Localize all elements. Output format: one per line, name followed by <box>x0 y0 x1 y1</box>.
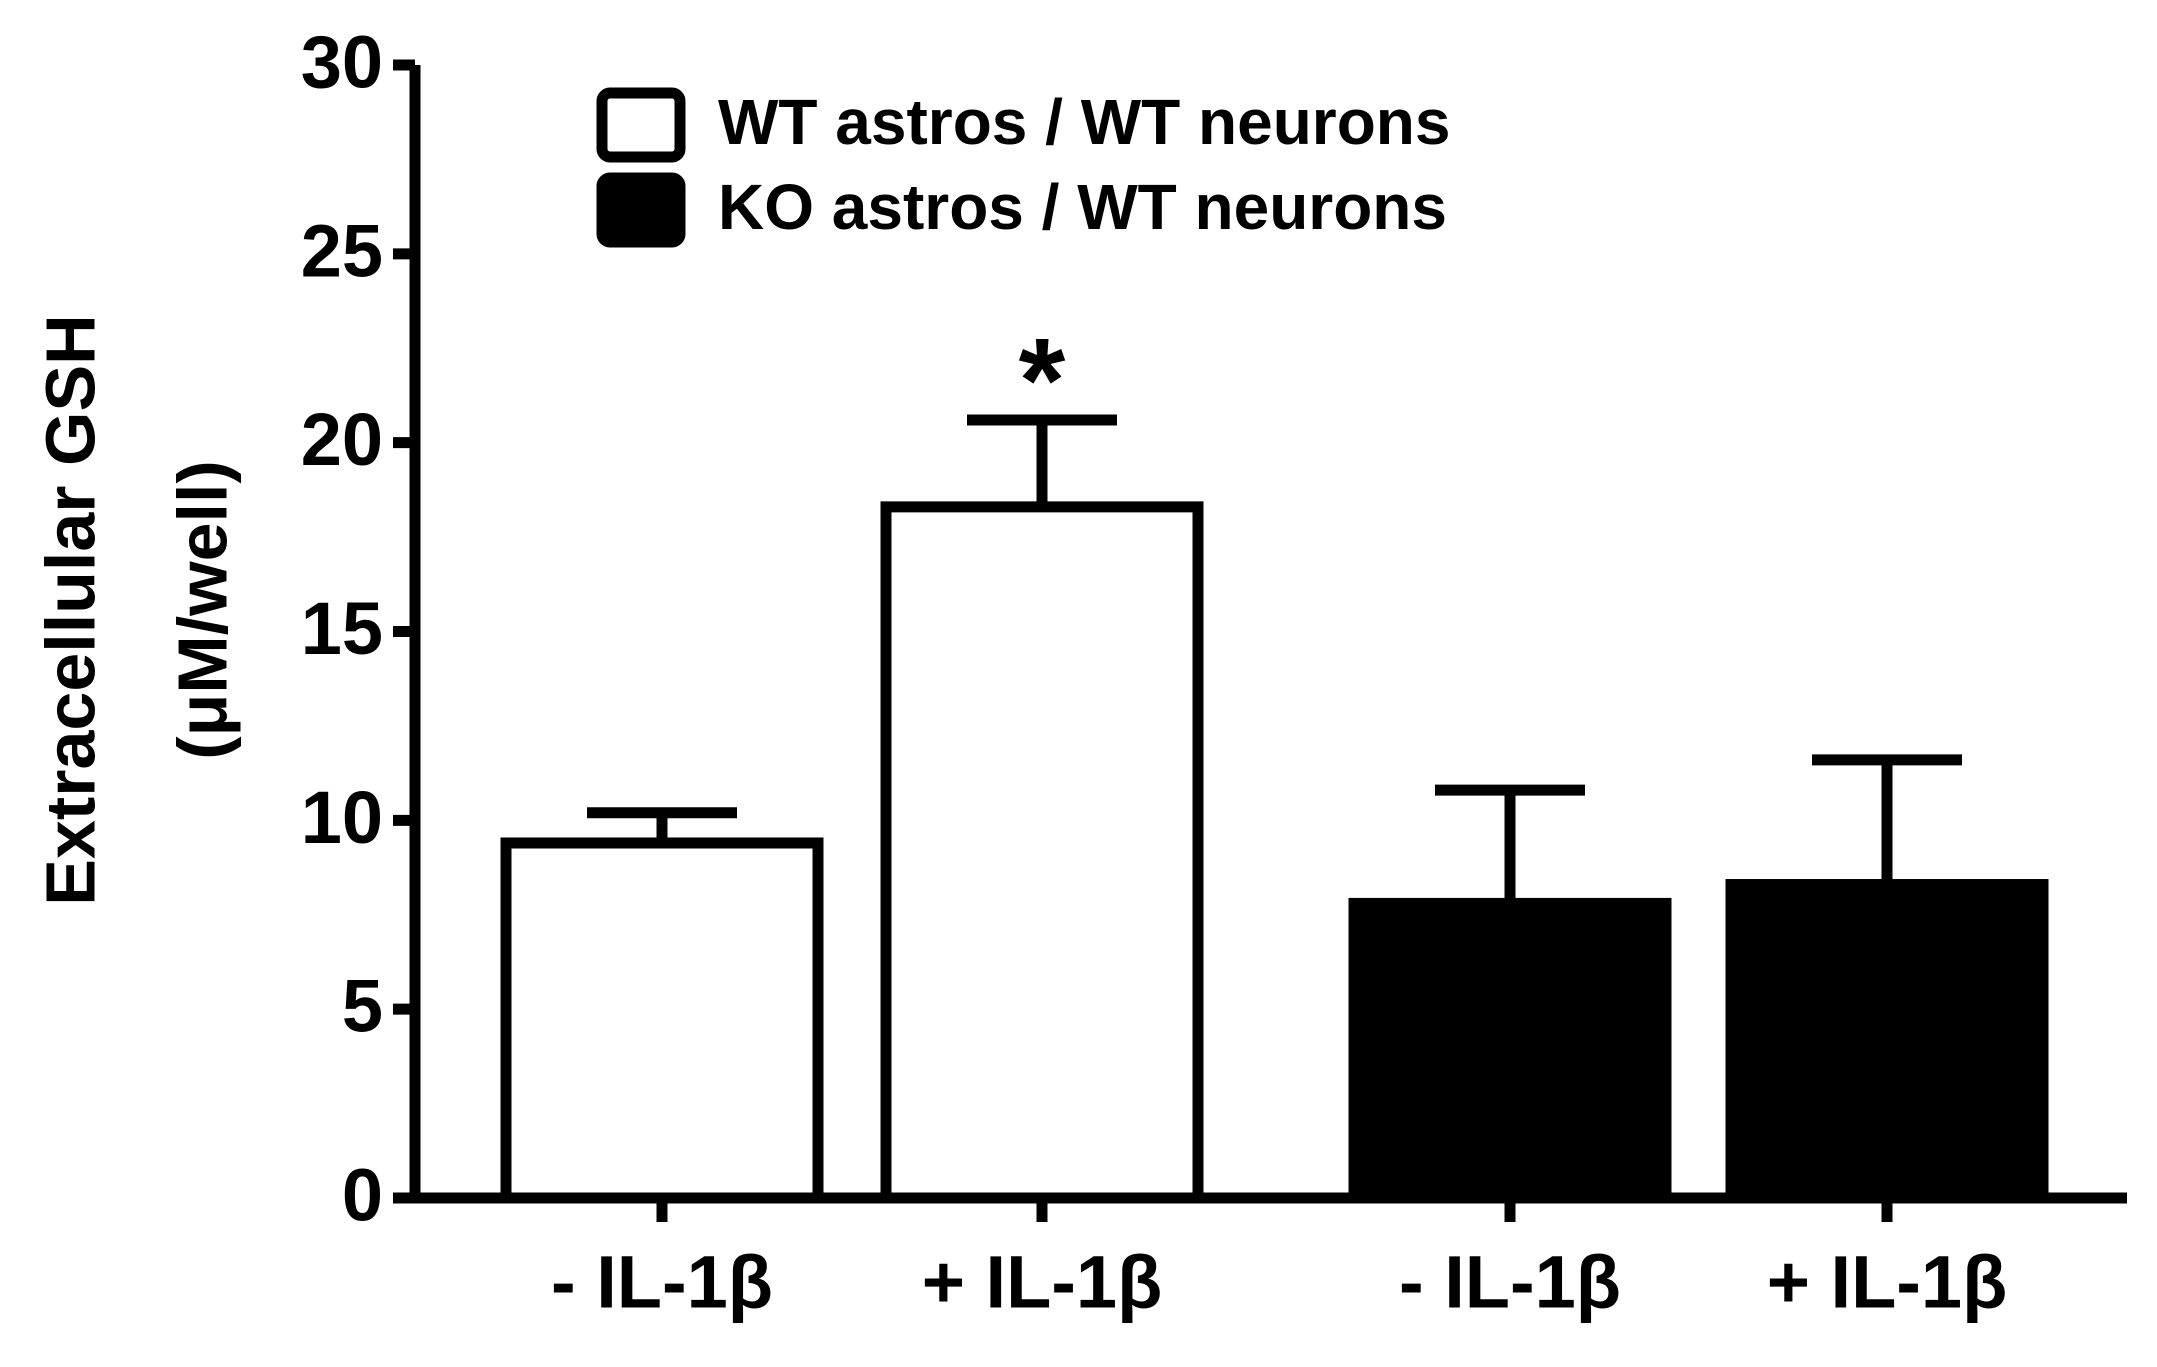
y-tick-label: 20 <box>301 398 383 481</box>
y-label-group: (μM/well) <box>163 460 241 759</box>
legend-label: KO astros / WT neurons <box>718 171 1447 243</box>
legend-swatch <box>596 87 686 163</box>
bar <box>500 837 824 1204</box>
y-tick-label: 15 <box>301 587 383 670</box>
x-tick-label: - IL-1β <box>1399 1241 1621 1324</box>
y-tick-label: 5 <box>342 965 383 1048</box>
y-tick-label: 10 <box>301 776 383 859</box>
bar <box>880 501 1204 1204</box>
bar <box>1348 897 1672 1204</box>
y-tick-label: 0 <box>342 1154 383 1237</box>
x-tick-label: - IL-1β <box>551 1241 773 1324</box>
x-tick-label: + IL-1β <box>922 1241 1163 1324</box>
legend-swatch <box>596 172 686 248</box>
y-tick-label: 30 <box>301 21 383 104</box>
y-tick-label: 25 <box>301 209 383 292</box>
legend-label: WT astros / WT neurons <box>718 86 1450 158</box>
x-tick-label: + IL-1β <box>1767 1241 2008 1324</box>
bar <box>1725 879 2049 1204</box>
y-axis-title: (μM/well) <box>163 460 241 759</box>
y-label-group: Extracellular GSH <box>31 314 109 905</box>
y-axis-title: Extracellular GSH <box>31 314 109 905</box>
annotation: * <box>1019 314 1066 448</box>
